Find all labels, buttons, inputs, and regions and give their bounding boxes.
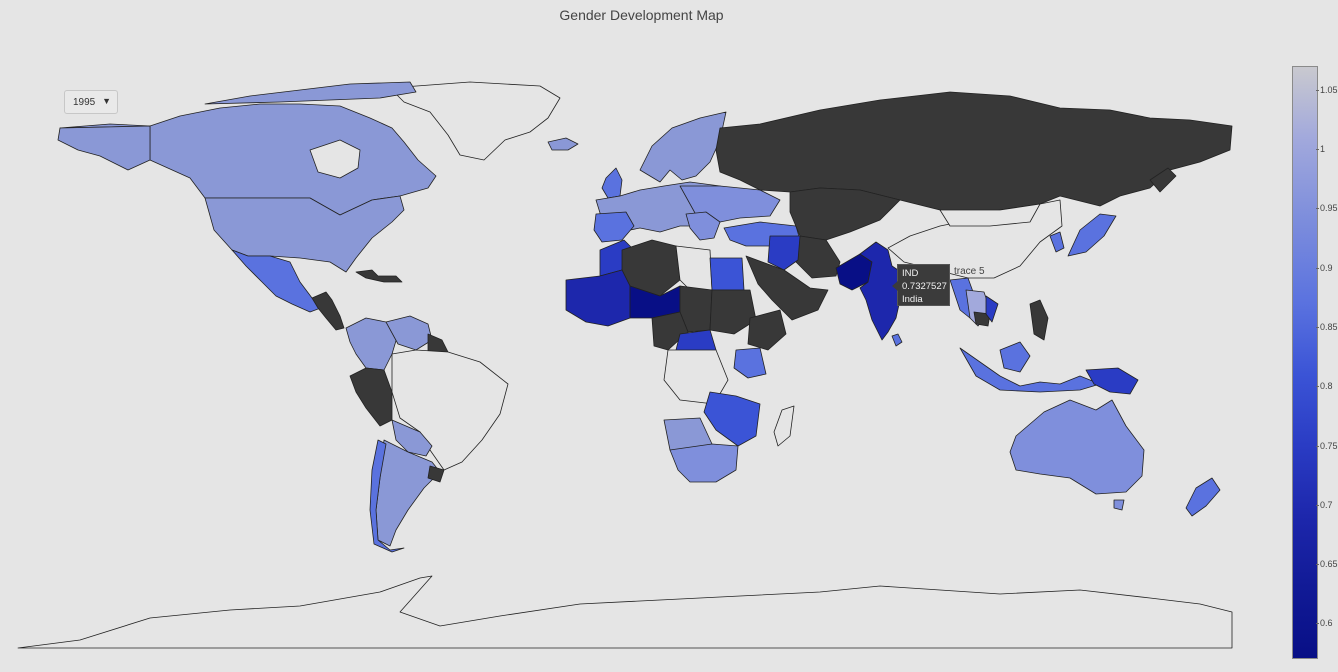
colorbar-tick-label: 0.7: [1316, 499, 1333, 510]
colombia-region: [345, 317, 399, 371]
year-dropdown[interactable]: 1995 ▼: [64, 90, 118, 114]
kamchatka-region: [1149, 167, 1177, 193]
cambodia-region: [973, 311, 991, 327]
sudan-region: [709, 289, 757, 335]
vietnam-region: [985, 295, 999, 323]
dropdown-arrow-icon: ▼: [102, 96, 111, 106]
colorbar: [1292, 66, 1318, 659]
iraq-syria-region: [767, 235, 801, 271]
uk-region: [601, 167, 623, 199]
east-africa-region: [703, 391, 761, 447]
iberia-region: [593, 211, 635, 243]
colorbar-tick-label: 0.6: [1316, 618, 1333, 629]
argentina-region: [375, 439, 441, 547]
kenya-region: [733, 347, 767, 379]
tooltip-country: India: [902, 294, 923, 305]
mongolia-outline: [939, 203, 1041, 227]
libya-region: [675, 245, 713, 291]
colorbar-tick-label: 0.65: [1316, 559, 1338, 570]
balkans-region: [685, 211, 721, 241]
colorbar-tick-label: 0.95: [1316, 203, 1338, 214]
colorbar-tick-label: 0.75: [1316, 440, 1338, 451]
central-america-region: [311, 291, 345, 331]
iran-region: [795, 235, 841, 279]
india-region: [859, 241, 913, 341]
philippines-region: [1029, 299, 1049, 341]
chile-region: [369, 439, 405, 553]
hover-tooltip: IND 0.7327527 India: [892, 264, 950, 306]
alaska-region: [57, 125, 151, 171]
chad-region: [679, 285, 713, 333]
tooltip-trace-label: trace 5: [954, 266, 985, 277]
canada-region: [59, 103, 437, 216]
west-africa-region: [565, 269, 631, 327]
indonesia-region: [959, 347, 1101, 393]
colorbar-tick-label: 0.85: [1316, 321, 1338, 332]
usa-region: [204, 195, 405, 273]
colorbar-tick-label: 1.05: [1316, 84, 1338, 95]
antarctica-outline: [17, 575, 1233, 649]
colorbar-tick-label: 1: [1315, 144, 1326, 155]
uruguay-region: [427, 465, 445, 483]
korea-region: [1049, 231, 1065, 253]
papua-region: [1085, 367, 1139, 395]
tooltip-code: IND: [902, 268, 919, 279]
colorbar-tick-label: 0.8: [1316, 381, 1333, 392]
arabia-region: [745, 255, 829, 321]
greenland-outline: [389, 81, 561, 161]
australia-region: [1009, 399, 1145, 495]
ethiopia-region: [747, 309, 787, 351]
japan-region: [1067, 213, 1117, 257]
madagascar-outline: [773, 405, 795, 447]
tasmania-region: [1113, 499, 1125, 511]
brazil-outline: [391, 349, 509, 471]
map-title: Gender Development Map: [559, 7, 724, 23]
hudson-bay: [309, 139, 361, 179]
egypt-region: [709, 257, 745, 291]
borneo-region: [999, 341, 1031, 373]
peru-region: [349, 367, 393, 427]
scandinavia-region: [639, 111, 727, 183]
bolivia-region: [391, 419, 433, 457]
canada-islands: [204, 81, 417, 105]
colorbar-tick-label: 0.9: [1316, 262, 1333, 273]
tooltip-value: 0.7327527: [902, 281, 947, 292]
central-asia-region: [789, 187, 901, 241]
iceland-region: [547, 137, 579, 151]
caribbean-region: [355, 269, 403, 283]
southern-africa-region: [669, 443, 739, 483]
sri-lanka-region: [891, 333, 903, 347]
new-zealand-region: [1185, 477, 1221, 517]
year-dropdown-value: 1995: [73, 96, 96, 108]
